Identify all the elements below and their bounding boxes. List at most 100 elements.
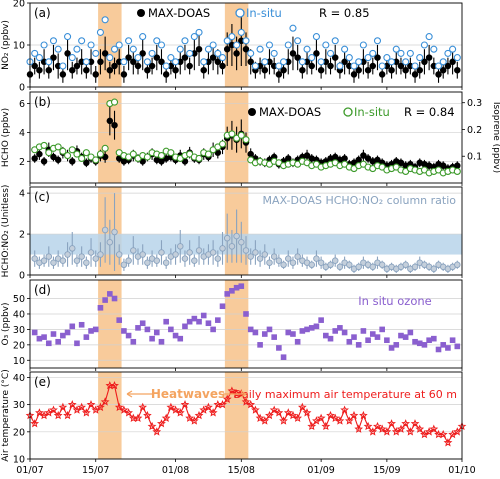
temperature-point (53, 410, 63, 420)
data-point-a (50, 54, 57, 61)
data-point-a (139, 50, 146, 57)
temperature-point (293, 413, 303, 422)
temperature-point (208, 408, 218, 417)
data-point-a (64, 50, 71, 57)
data-point-c (120, 261, 128, 269)
data-point-a (251, 62, 259, 70)
temperature-point (335, 416, 345, 425)
data-point-a (223, 37, 231, 45)
data-point-b (54, 143, 62, 151)
data-point-a (59, 62, 67, 70)
data-point-a (298, 58, 306, 66)
ozone-point (36, 335, 43, 342)
data-point-a (416, 66, 423, 74)
heatwave-arrow-left-head (126, 390, 133, 398)
data-point-c (327, 261, 334, 269)
data-point-a (111, 62, 118, 70)
temperature-point (100, 397, 110, 406)
data-point-a (308, 62, 315, 70)
data-point-a (439, 66, 447, 74)
data-point-a (115, 41, 123, 49)
temperature-point (147, 421, 157, 431)
ozone-point (149, 335, 155, 342)
temperature-point (321, 421, 331, 431)
ozone-point (69, 323, 76, 330)
data-point-a (45, 58, 53, 66)
ozone-point (369, 331, 376, 337)
temperature-point (180, 399, 190, 409)
ratio-annotation: MAX-DOAS HCHO:NO₂ column ratio (263, 194, 457, 207)
temperature-point (377, 424, 387, 433)
temperature-point (30, 419, 40, 428)
data-point-a (453, 54, 461, 62)
temperature-point (218, 400, 227, 409)
temperature-point (124, 408, 133, 417)
data-point-c (111, 228, 118, 236)
y-axis-label-e: Air temperature (°C) (1, 369, 11, 461)
legend-marker-insitu (235, 8, 245, 18)
data-point-b (68, 146, 76, 154)
data-point-c (317, 259, 325, 266)
y-tick-label-e: 30 (13, 400, 25, 411)
ozone-point (215, 317, 221, 323)
ozone-point (45, 340, 52, 347)
data-point-a (261, 58, 269, 66)
temperature-point (326, 410, 335, 420)
data-point-b (355, 156, 362, 164)
ozone-point (360, 328, 367, 334)
temperature-point (260, 416, 270, 425)
data-point-a (139, 33, 147, 41)
plot-frame-c (29, 186, 463, 276)
ozone-point (41, 334, 47, 340)
data-point-a (350, 62, 358, 70)
data-point-c (430, 265, 438, 273)
data-point-a (303, 45, 311, 53)
ozone-point (177, 335, 184, 342)
data-point-a (106, 54, 114, 62)
data-point-a (223, 45, 231, 53)
heatwave-arrow-right-head (240, 390, 247, 398)
y-tick-label-a: 0 (19, 83, 25, 94)
ozone-point (285, 329, 292, 336)
data-point-a (294, 54, 301, 61)
data-point-c (308, 261, 315, 269)
data-point-b (83, 159, 90, 167)
temperature-point (241, 397, 251, 406)
data-point-a (73, 62, 81, 70)
data-point-a (364, 54, 372, 62)
data-point-a (186, 62, 193, 70)
data-point-b (454, 162, 461, 169)
data-point-a (31, 49, 39, 57)
x-tick-label: 15/09 (373, 465, 400, 476)
data-point-a (233, 50, 240, 57)
plot-frame-b (29, 91, 463, 184)
ozone-point (266, 326, 273, 333)
data-point-c (195, 247, 203, 254)
data-point-a (181, 54, 189, 61)
ozone-point (153, 329, 160, 336)
temperature-point (110, 381, 119, 390)
data-point-c (355, 263, 362, 271)
data-point-c (270, 253, 278, 260)
ozone-point (172, 332, 179, 339)
data-point-c (97, 251, 104, 258)
data-point-a (430, 45, 438, 53)
data-point-b (96, 150, 104, 158)
ozone-point (271, 334, 277, 340)
temperature-point (452, 427, 462, 436)
data-point-a (143, 58, 151, 66)
data-point-c (313, 255, 320, 262)
data-point-a (341, 45, 349, 53)
y-tick-label-c: 0 (19, 271, 25, 282)
y-tick-label-c: 2 (19, 230, 25, 241)
data-point-a (106, 66, 114, 74)
data-point-c (378, 261, 386, 269)
data-point-a (355, 58, 363, 66)
ozone-point (144, 326, 151, 333)
data-point-a (331, 37, 339, 45)
ozone-point (210, 326, 216, 333)
temperature-point (330, 413, 340, 422)
temperature-point (391, 427, 401, 436)
data-point-a (110, 45, 119, 53)
